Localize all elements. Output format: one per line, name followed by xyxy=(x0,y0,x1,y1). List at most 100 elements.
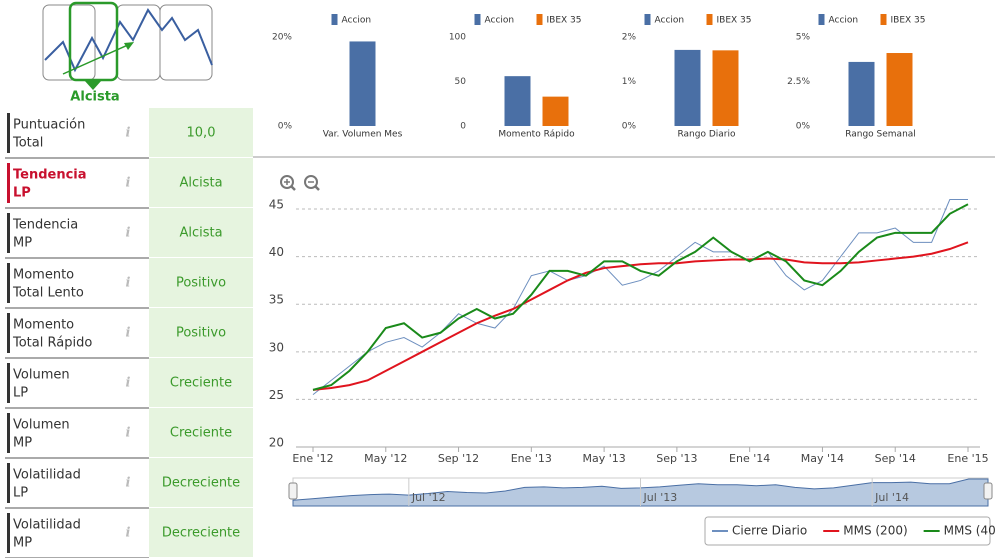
legend-box xyxy=(704,516,991,546)
y-tick-label: 2.5% xyxy=(787,77,810,87)
sparkline xyxy=(44,8,213,73)
row-marker xyxy=(7,113,10,153)
y-tick-label: 0 xyxy=(460,122,466,132)
legend-label: Accion xyxy=(655,16,685,26)
x-tick-label: May '14 xyxy=(801,452,844,465)
frame xyxy=(159,4,213,81)
value-cell xyxy=(149,408,253,457)
legend-label: Accion xyxy=(342,16,372,26)
x-tick-label: Ene '12 xyxy=(292,452,333,465)
legend-label: IBEX 35 xyxy=(717,16,752,26)
row-label: Volumen xyxy=(13,418,70,433)
info-icon: i xyxy=(126,176,131,191)
pointer xyxy=(84,80,102,90)
y-tick-label: 25 xyxy=(269,388,284,402)
series-line xyxy=(312,241,969,391)
y-tick-label: 20 xyxy=(269,436,284,450)
y-tick-label: 20% xyxy=(272,33,292,43)
value-cell xyxy=(149,208,253,257)
row-label: MP xyxy=(13,236,32,251)
y-tick-label: 0% xyxy=(796,122,811,132)
navigator-label: Jul '13 xyxy=(643,491,678,504)
row-label: LP xyxy=(13,186,31,201)
row-label: MP xyxy=(13,536,32,551)
zoom-out[interactable] xyxy=(304,175,320,191)
x-tick-label: Sep '12 xyxy=(438,452,479,465)
y-tick-label: 0% xyxy=(278,122,293,132)
y-tick-label: 1% xyxy=(622,77,637,87)
bar xyxy=(674,49,701,126)
legend-swatch xyxy=(474,14,481,25)
row-marker xyxy=(7,313,10,353)
category-label: Var. Volumen Mes xyxy=(323,130,403,140)
category-label: Rango Diario xyxy=(677,130,736,140)
row-label: Volatilidad xyxy=(13,468,81,483)
bar xyxy=(349,41,376,127)
arrow xyxy=(62,43,131,75)
row-label: Momento xyxy=(13,268,74,283)
legend-swatch xyxy=(706,14,713,25)
value-cell xyxy=(149,308,253,357)
y-tick-label: 100 xyxy=(449,33,466,43)
y-tick-label: 2% xyxy=(622,33,637,43)
legend-label: IBEX 35 xyxy=(547,16,582,26)
info-icon: i xyxy=(126,326,131,341)
info-icon: i xyxy=(126,126,131,141)
series-line xyxy=(312,199,968,396)
bar xyxy=(542,96,569,126)
bar xyxy=(886,53,913,126)
legend-label: MMS (40) xyxy=(944,524,995,538)
legend-label: Cierre Diario xyxy=(732,524,807,538)
category-label: Rango Semanal xyxy=(845,130,916,140)
row-marker xyxy=(7,163,10,203)
value-cell xyxy=(149,258,253,307)
bar xyxy=(848,61,875,126)
row-marker xyxy=(7,463,10,503)
row-value: Decreciente xyxy=(162,526,240,541)
row-label: LP xyxy=(13,386,28,401)
trend-icon: Alcista xyxy=(42,1,213,105)
info-icon: i xyxy=(126,426,131,441)
row-label: LP xyxy=(13,486,28,501)
row-marker xyxy=(7,213,10,253)
value-cell xyxy=(149,508,253,557)
navigator-handle[interactable] xyxy=(288,482,298,500)
row-marker xyxy=(7,363,10,403)
value-cell xyxy=(149,358,253,407)
row-label: Puntuación xyxy=(13,118,85,133)
row-marker xyxy=(7,513,10,553)
y-tick-label: 35 xyxy=(269,293,284,307)
category-label: Momento Rápido xyxy=(498,130,575,140)
legend-label: Accion xyxy=(485,16,515,26)
row-label: Tendencia xyxy=(13,168,87,183)
y-tick-label: 5% xyxy=(796,33,811,43)
info-icon: i xyxy=(126,526,131,541)
y-tick-label: 50 xyxy=(455,77,467,87)
row-value: Creciente xyxy=(170,376,232,391)
row-marker xyxy=(7,263,10,303)
x-tick-label: May '13 xyxy=(582,452,625,465)
navigator-handle[interactable] xyxy=(983,482,993,500)
row-label: Volatilidad xyxy=(13,518,81,533)
bar xyxy=(712,50,739,126)
row-marker xyxy=(7,413,10,453)
series-line xyxy=(312,203,969,391)
row-label: Total Lento xyxy=(12,286,84,301)
row-value: Alcista xyxy=(179,226,222,241)
navigator-label: Jul '14 xyxy=(874,491,909,504)
row-label: MP xyxy=(13,436,32,451)
signal: Alcista xyxy=(70,90,119,105)
legend-swatch xyxy=(644,14,651,25)
row-value: Creciente xyxy=(170,426,232,441)
arrow-head xyxy=(124,42,134,50)
row-label: Total xyxy=(12,136,43,151)
zoom-in[interactable] xyxy=(280,175,296,191)
info-icon: i xyxy=(126,276,131,291)
y-tick-label: 0% xyxy=(622,122,637,132)
row-value: Alcista xyxy=(179,176,222,191)
legend-label: Accion xyxy=(829,16,859,26)
x-tick-label: Ene '15 xyxy=(947,452,988,465)
row-label: Momento xyxy=(13,318,74,333)
value-cell xyxy=(149,458,253,507)
